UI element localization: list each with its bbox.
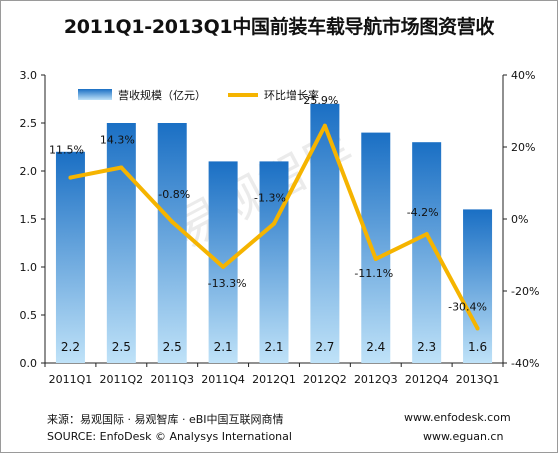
bar [208, 161, 238, 363]
y-right-tick-label: 0% [511, 213, 528, 226]
growth-point [68, 175, 73, 180]
bar-value-label: 2.5 [112, 340, 131, 354]
growth-value-label: 11.5% [49, 144, 84, 157]
growth-value-label: 25.9% [303, 94, 338, 107]
x-tick-label: 2012Q3 [354, 373, 398, 386]
url-eguan: www.eguan.cn [423, 430, 504, 443]
growth-value-label: -13.3% [208, 277, 247, 290]
growth-point [322, 123, 327, 128]
growth-point [475, 326, 480, 331]
legend-line-label: 环比增长率 [264, 88, 319, 102]
x-tick-label: 2012Q1 [252, 373, 296, 386]
growth-point [170, 219, 175, 224]
source-en: SOURCE: EnfoDesk © Analysys Internationa… [47, 430, 292, 443]
x-tick-label: 2011Q2 [100, 373, 144, 386]
growth-value-label: -30.4% [448, 300, 487, 313]
x-tick-label: 2011Q1 [49, 373, 93, 386]
y-right-tick-label: 20% [511, 141, 535, 154]
y-left-tick-label: 1.0 [20, 261, 38, 274]
bar [157, 123, 187, 363]
growth-value-label: -4.2% [407, 206, 439, 219]
chart-title: 2011Q1-2013Q1中国前装车载导航市场图资营收 [63, 16, 495, 38]
x-tick-label: 2011Q3 [150, 373, 194, 386]
bar [361, 132, 391, 363]
y-right-tick-label: 40% [511, 69, 535, 82]
legend-bar-swatch [78, 89, 112, 100]
growth-point [373, 256, 378, 261]
bar-value-label: 2.4 [366, 340, 385, 354]
x-tick-label: 2013Q1 [456, 373, 500, 386]
bar-value-label: 1.6 [468, 340, 487, 354]
bar [463, 209, 493, 363]
x-tick-label: 2011Q4 [201, 373, 245, 386]
source-cn: 来源：易观国际 · 易观智库 · eBI中国互联网商情 [47, 413, 284, 426]
growth-value-label: 14.3% [100, 134, 135, 147]
legend-bar-label: 营收规模（亿元） [118, 88, 206, 102]
y-left-tick-label: 2.0 [20, 165, 38, 178]
x-tick-label: 2012Q4 [405, 373, 449, 386]
growth-point [119, 165, 124, 170]
growth-value-label: -0.8% [158, 188, 190, 201]
growth-point [424, 232, 429, 237]
growth-value-label: -1.3% [254, 192, 286, 205]
y-left-tick-label: 2.5 [20, 117, 38, 130]
y-right-tick-label: -40% [511, 357, 539, 370]
bar-value-label: 2.1 [214, 340, 233, 354]
x-tick-label: 2012Q2 [303, 373, 347, 386]
bar [106, 123, 136, 363]
bar-value-label: 2.2 [61, 340, 80, 354]
bar [259, 161, 289, 363]
bar-value-label: 2.7 [315, 340, 334, 354]
bar-value-label: 2.5 [163, 340, 182, 354]
y-right-tick-label: -20% [511, 285, 539, 298]
bar-value-label: 2.3 [417, 340, 436, 354]
y-left-tick-label: 0.5 [20, 309, 38, 322]
growth-value-label: -11.1% [354, 267, 393, 280]
bar-value-label: 2.1 [264, 340, 283, 354]
url-enfodesk: www.enfodesk.com [404, 411, 511, 424]
bar [55, 151, 85, 363]
growth-point [272, 221, 276, 226]
y-left-tick-label: 0.0 [20, 357, 38, 370]
growth-point [221, 264, 226, 269]
y-left-tick-label: 1.5 [20, 213, 38, 226]
y-left-tick-label: 3.0 [20, 69, 38, 82]
